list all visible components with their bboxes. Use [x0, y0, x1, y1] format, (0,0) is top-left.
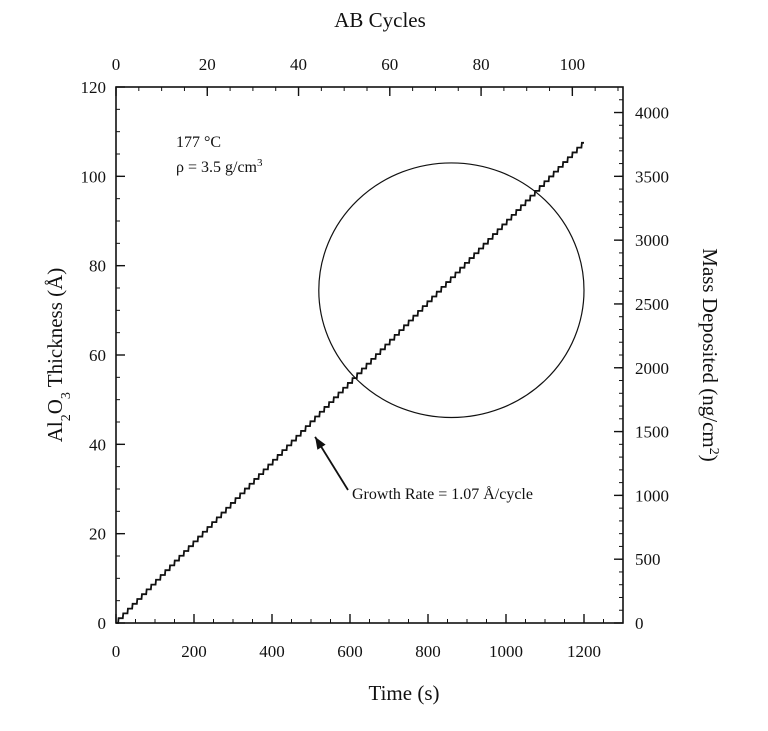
- temperature-annotation: 177 °C: [176, 134, 221, 151]
- y-tick-label: 40: [89, 435, 106, 454]
- x-tick-label: 1000: [489, 642, 523, 661]
- top-tick-label: 0: [112, 55, 121, 74]
- x-axis-title: Time (s): [369, 681, 440, 705]
- y-tick-label: 60: [89, 346, 106, 365]
- series-layer: [116, 141, 584, 624]
- x-tick-label: 800: [415, 642, 441, 661]
- x-tick-label: 0: [112, 642, 121, 661]
- annotation-layer: [314, 162, 585, 491]
- top-tick-label: 80: [473, 55, 490, 74]
- y-tick-label: 20: [89, 525, 106, 544]
- x-tick-label: 200: [181, 642, 207, 661]
- y2-tick-label: 3500: [635, 167, 669, 186]
- y2-tick-label: 1500: [635, 423, 669, 442]
- y2-tick-label: 1000: [635, 486, 669, 505]
- y-tick-label: 80: [89, 257, 106, 276]
- y-tick-label: 100: [81, 167, 107, 186]
- highlight-circle: [318, 162, 585, 419]
- thickness-staircase-line: [116, 141, 584, 624]
- y2-tick-label: 0: [635, 614, 644, 633]
- top-tick-label: 40: [290, 55, 307, 74]
- y2-tick-label: 2000: [635, 359, 669, 378]
- y-tick-label: 120: [81, 78, 107, 97]
- top-tick-label: 60: [381, 55, 398, 74]
- y2-tick-label: 4000: [635, 104, 669, 123]
- growth-rate-annotation: Growth Rate = 1.07 Å/cycle: [352, 485, 533, 503]
- top-tick-label: 100: [560, 55, 586, 74]
- y2-tick-label: 3000: [635, 231, 669, 250]
- y2-tick-label: 500: [635, 550, 661, 569]
- top-tick-label: 20: [199, 55, 216, 74]
- x-tick-label: 600: [337, 642, 363, 661]
- top-axis-title: AB Cycles: [334, 8, 426, 32]
- density-annotation: ρ = 3.5 g/cm3: [176, 157, 263, 176]
- y2-axis-title: Mass Deposited (ng/cm2): [698, 248, 722, 461]
- x-tick-label: 400: [259, 642, 285, 661]
- y-tick-label: 0: [98, 614, 107, 633]
- y-axis-title: Al2O3 Thickness (Å): [43, 268, 74, 443]
- growth-rate-arrowhead: [315, 436, 326, 450]
- x-tick-label: 1200: [567, 642, 601, 661]
- y2-tick-label: 2500: [635, 295, 669, 314]
